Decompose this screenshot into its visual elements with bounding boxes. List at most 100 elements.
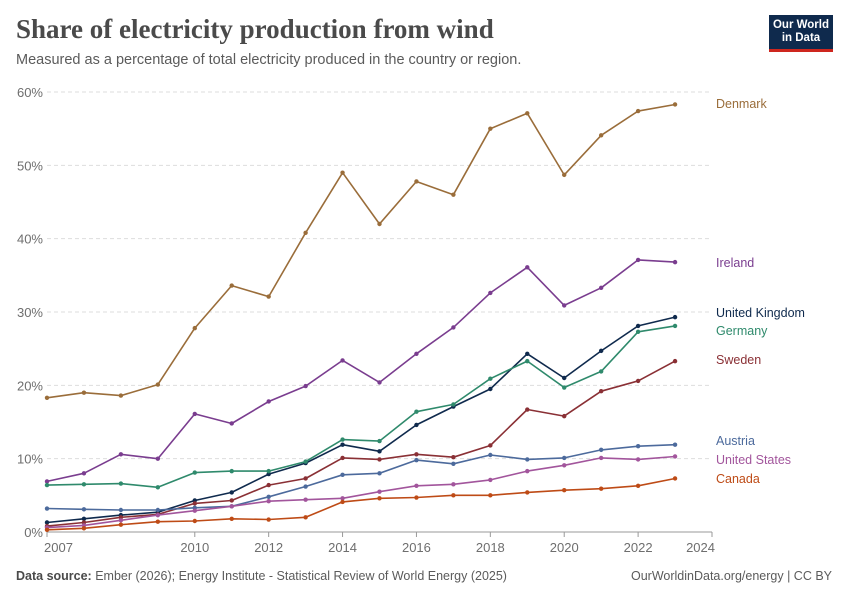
data-point [635,483,641,488]
data-point [672,476,678,481]
data-point [192,501,197,506]
data-point [155,485,161,490]
data-point [155,507,161,513]
data-point [118,518,124,523]
data-point [44,482,50,488]
data-point [118,452,124,457]
data-point [266,494,271,499]
x-tick-label: 2018 [476,540,505,555]
series-line [46,360,676,527]
data-point [414,495,419,500]
data-point [266,517,271,522]
data-point [525,265,530,270]
series-line [46,103,676,399]
data-point [266,482,271,488]
data-point [562,455,567,461]
data-point [155,456,161,461]
series-label: Canada [716,472,760,486]
data-point [672,442,678,447]
data-point [44,506,50,511]
series-label: Germany [716,324,768,338]
data-point [414,422,419,428]
data-point [44,527,50,532]
data-point [377,489,382,494]
data-point [303,497,308,502]
credit-link[interactable]: OurWorldinData.org/energy | CC BY [630,569,832,583]
data-point [118,522,124,527]
data-point [488,290,493,296]
data-point [266,399,271,404]
series-line [46,443,676,511]
data-point [562,385,567,390]
data-point [525,490,530,495]
data-point [229,498,234,503]
series-label: Ireland [716,256,754,270]
data-point [414,179,419,184]
y-tick-label: 0% [24,525,43,540]
data-point [303,515,308,520]
data-point [229,421,234,426]
data-source-text: Ember (2026); Energy Institute - Statist… [91,569,507,583]
series-line [46,477,676,531]
data-point [118,393,124,398]
series-line [46,259,676,483]
data-point [488,452,493,458]
data-point [488,376,493,381]
data-point [525,407,530,412]
data-point [562,303,567,308]
data-point [451,402,456,407]
data-point [451,192,456,197]
data-point [525,111,530,116]
data-point [598,369,604,374]
chart-subtitle: Measured as a percentage of total electr… [16,52,522,68]
data-point [377,221,382,227]
data-point [229,516,234,521]
chart-title: Share of electricity production from win… [16,14,494,44]
series-label: United States [716,453,791,467]
data-point [598,285,604,290]
data-point [562,463,567,468]
data-point [192,518,197,524]
data-point [229,504,234,509]
data-point [81,390,87,395]
data-point [414,351,419,356]
data-point [525,468,530,474]
x-tick-label: 2020 [550,540,579,555]
data-point [635,378,641,384]
data-point [229,490,234,495]
data-point [525,457,530,462]
data-point [414,483,419,488]
data-point [303,484,308,489]
series-label: Denmark [716,97,767,111]
y-tick-label: 50% [17,158,43,173]
y-tick-label: 20% [17,378,43,393]
data-point [635,457,641,462]
data-point [672,454,678,459]
data-point [598,447,604,453]
data-point [488,493,493,498]
data-point [635,257,641,263]
data-point [81,471,87,476]
data-point [118,507,124,513]
data-point [635,108,641,114]
data-point [340,170,345,175]
y-tick-label: 10% [17,452,43,467]
series-line [46,316,676,524]
series-label: Austria [716,434,755,448]
data-point [192,325,197,331]
x-tick-label: 2010 [180,540,209,555]
data-point [525,358,530,364]
data-point [414,457,419,463]
data-point [229,468,234,474]
data-point [229,283,234,288]
data-point [192,470,197,475]
data-point [340,437,345,442]
y-tick-label: 40% [17,232,43,247]
y-tick-label: 30% [17,305,43,320]
logo-line-1: Our World [772,19,829,31]
data-point [672,259,678,265]
data-source: Data source: Ember (2026); Energy Instit… [16,569,507,583]
data-point [598,455,604,461]
owid-logo[interactable]: Our World in Data [769,15,833,52]
data-point [635,444,641,449]
